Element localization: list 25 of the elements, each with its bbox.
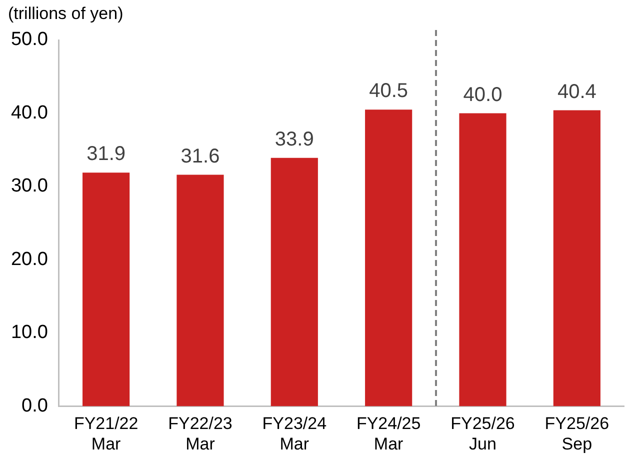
y-tick-label: 40.0 [10,102,48,124]
data-label: 31.6 [180,145,220,168]
bar [270,158,318,406]
x-tick-label: FY25/26 Jun [450,414,515,454]
bar [459,113,506,406]
y-axis-title: (trillions of yen) [8,4,124,24]
bar [176,174,224,406]
y-tick-label: 0.0 [22,395,48,416]
x-tick-label: FY23/24 Mar [262,414,327,454]
bar [365,110,412,406]
x-tick-label: FY24/25 Mar [356,414,421,454]
data-label: 40.0 [463,84,502,106]
y-tick-label: 20.0 [10,248,48,270]
bar [553,110,600,406]
x-tick-label: FY25/26 Sep [544,414,610,454]
data-label: 40.5 [369,80,408,102]
x-tick-label: FY22/23 Mar [168,414,232,454]
data-label: 31.9 [86,143,126,166]
y-tick-label: 30.0 [10,176,48,197]
bar [82,172,130,406]
y-tick-label: 10.0 [10,322,48,344]
x-tick-label: FY21/22 Mar [74,414,138,454]
y-tick-label: 50.0 [10,29,48,50]
data-label: 40.4 [557,80,596,103]
data-label: 33.9 [274,128,314,150]
